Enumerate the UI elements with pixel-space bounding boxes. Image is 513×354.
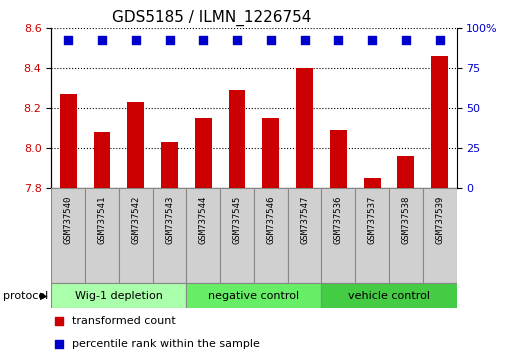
Bar <box>423 188 457 283</box>
Bar <box>254 188 288 283</box>
Bar <box>322 188 355 283</box>
Point <box>98 38 106 43</box>
Bar <box>127 102 144 188</box>
Text: GSM737546: GSM737546 <box>266 195 275 244</box>
Bar <box>152 188 186 283</box>
Bar <box>195 118 212 188</box>
Bar <box>322 283 457 308</box>
Text: GSM737542: GSM737542 <box>131 195 140 244</box>
Bar <box>186 283 322 308</box>
Text: GSM737539: GSM737539 <box>435 195 444 244</box>
Bar <box>60 94 76 188</box>
Bar <box>229 90 246 188</box>
Text: GSM737543: GSM737543 <box>165 195 174 244</box>
Point <box>55 341 64 347</box>
Text: GSM737541: GSM737541 <box>97 195 107 244</box>
Bar <box>161 142 178 188</box>
Text: GSM737544: GSM737544 <box>199 195 208 244</box>
Bar <box>262 118 279 188</box>
Bar <box>288 188 322 283</box>
Bar <box>330 130 347 188</box>
Text: GDS5185 / ILMN_1226754: GDS5185 / ILMN_1226754 <box>112 9 311 25</box>
Point <box>301 38 309 43</box>
Bar <box>296 68 313 188</box>
Text: GSM737540: GSM737540 <box>64 195 73 244</box>
Bar <box>431 56 448 188</box>
Point <box>233 38 241 43</box>
Point <box>199 38 207 43</box>
Text: transformed count: transformed count <box>72 316 175 326</box>
Text: Wig-1 depletion: Wig-1 depletion <box>75 291 163 301</box>
Text: GSM737536: GSM737536 <box>334 195 343 244</box>
Bar <box>355 188 389 283</box>
Point <box>55 318 64 324</box>
Text: ▶: ▶ <box>40 291 47 301</box>
Point <box>402 38 410 43</box>
Bar <box>85 188 119 283</box>
Text: GSM737538: GSM737538 <box>401 195 410 244</box>
Text: vehicle control: vehicle control <box>348 291 430 301</box>
Text: GSM737545: GSM737545 <box>232 195 242 244</box>
Bar <box>93 132 110 188</box>
Point <box>132 38 140 43</box>
Bar <box>220 188 254 283</box>
Point <box>368 38 376 43</box>
Text: percentile rank within the sample: percentile rank within the sample <box>72 339 260 349</box>
Point <box>436 38 444 43</box>
Point <box>267 38 275 43</box>
Text: protocol: protocol <box>3 291 48 301</box>
Text: GSM737537: GSM737537 <box>368 195 377 244</box>
Text: GSM737547: GSM737547 <box>300 195 309 244</box>
Bar <box>51 188 85 283</box>
Point <box>334 38 343 43</box>
Point <box>64 38 72 43</box>
Bar <box>186 188 220 283</box>
Point <box>165 38 173 43</box>
Text: negative control: negative control <box>208 291 300 301</box>
Bar <box>398 156 415 188</box>
Bar <box>389 188 423 283</box>
Bar <box>119 188 153 283</box>
Bar <box>51 283 186 308</box>
Bar <box>364 178 381 188</box>
